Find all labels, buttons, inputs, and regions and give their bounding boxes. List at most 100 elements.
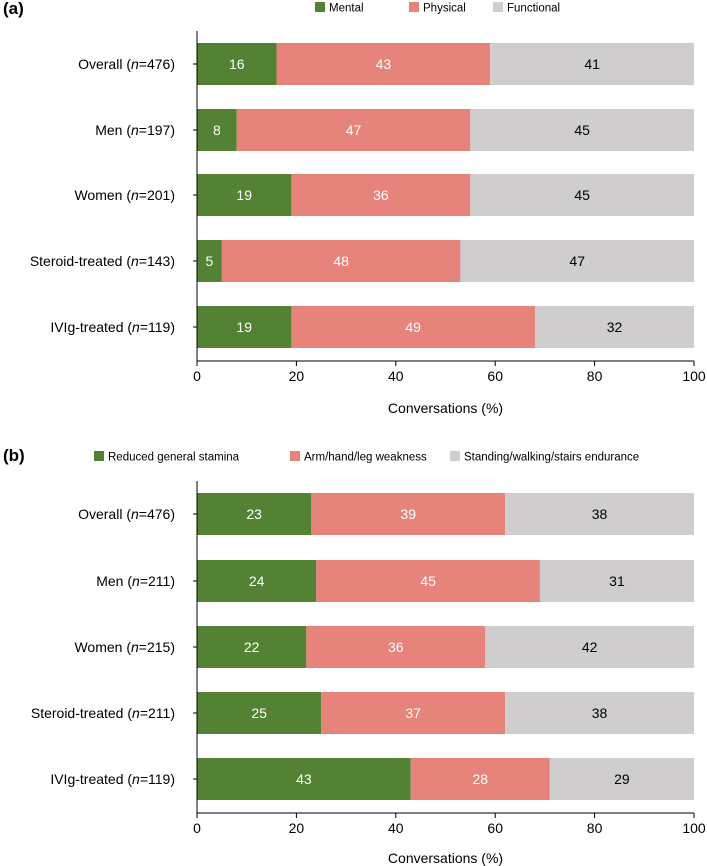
- n-value: =119): [140, 319, 175, 335]
- legend-label: Standing/walking/stairs endurance: [464, 452, 639, 464]
- chart-panel-0: (a) Mental Physical Functional 16 43 41 Overall…: [3, 0, 706, 416]
- n-value: =476): [139, 56, 175, 72]
- bar-row: 5 48 47: [197, 240, 694, 282]
- n-value: =211): [140, 573, 175, 589]
- category-label: Steroid-treated (n=143): [30, 253, 175, 269]
- category-label: Men (n=197): [95, 122, 175, 138]
- legend-swatch: [315, 2, 325, 12]
- bar-row: 19 49 32: [197, 306, 694, 348]
- category-label: Women (n=201): [74, 187, 175, 203]
- n-symbol: n: [132, 573, 140, 589]
- data-label: 28: [473, 771, 489, 787]
- data-label: 22: [244, 639, 260, 655]
- x-tick-label: 100: [682, 820, 706, 836]
- category-name: IVIg-treated (: [50, 319, 132, 335]
- x-tick-label: 80: [587, 368, 603, 384]
- n-value: =211): [140, 705, 175, 721]
- data-label: 36: [373, 187, 389, 203]
- bar-segment: [197, 174, 292, 216]
- data-label: 31: [609, 573, 625, 589]
- bar-segment: [197, 758, 411, 800]
- category-name: Overall (: [78, 56, 131, 72]
- data-label: 47: [346, 122, 362, 138]
- category-name: Steroid-treated (: [31, 705, 132, 721]
- data-label: 49: [405, 319, 421, 335]
- data-label: 38: [592, 705, 608, 721]
- category-name: Women (: [74, 639, 131, 655]
- legend: Mental Physical Functional: [315, 2, 560, 15]
- bar-segment: [539, 560, 694, 602]
- n-symbol: n: [131, 639, 139, 655]
- bar-segment: [197, 560, 317, 602]
- n-symbol: n: [132, 771, 140, 787]
- legend-label: Functional: [507, 3, 560, 15]
- data-label: 47: [569, 253, 585, 269]
- category-label: Women (n=215): [74, 639, 175, 655]
- category-label: IVIg-treated (n=119): [50, 771, 175, 787]
- category-label: Overall (n=476): [78, 506, 175, 522]
- bar-segment: [291, 174, 471, 216]
- legend-label: Mental: [329, 3, 364, 15]
- legend-swatch: [290, 451, 300, 461]
- n-symbol: n: [131, 56, 139, 72]
- data-label: 45: [420, 573, 436, 589]
- bar-segment: [470, 174, 694, 216]
- data-label: 25: [251, 705, 267, 721]
- data-label: 19: [236, 319, 252, 335]
- data-label: 32: [607, 319, 623, 335]
- x-tick-label: 60: [487, 368, 503, 384]
- bar-segment: [410, 758, 550, 800]
- n-value: =476): [139, 506, 175, 522]
- data-label: 16: [229, 56, 245, 72]
- data-label: 38: [592, 506, 608, 522]
- n-value: =119): [140, 771, 175, 787]
- bar-row: 43 28 29: [197, 758, 694, 800]
- bar-segment: [197, 626, 307, 668]
- bar-segment: [197, 493, 312, 535]
- legend-swatch: [94, 451, 104, 461]
- data-label: 24: [249, 573, 265, 589]
- category-label: Men (n=211): [96, 573, 175, 589]
- x-tick-label: 100: [682, 368, 706, 384]
- bar-segment: [276, 43, 491, 85]
- x-tick-label: 0: [193, 820, 201, 836]
- data-label: 45: [574, 187, 590, 203]
- x-tick-label: 0: [193, 368, 201, 384]
- bar-row: 24 45 31: [197, 560, 694, 602]
- bar-segment: [221, 240, 461, 282]
- data-label: 37: [405, 705, 421, 721]
- bar-segment: [316, 560, 540, 602]
- category-label: Overall (n=476): [78, 56, 175, 72]
- x-tick-label: 20: [289, 368, 305, 384]
- data-label: 19: [236, 187, 252, 203]
- data-label: 39: [400, 506, 416, 522]
- legend-swatch: [493, 2, 503, 12]
- bar-row: 19 36 45: [197, 174, 694, 216]
- legend-label: Reduced general stamina: [108, 452, 240, 464]
- bar-segment: [490, 43, 694, 85]
- n-value: =201): [139, 187, 175, 203]
- data-label: 41: [584, 56, 600, 72]
- bar-segment: [197, 306, 292, 348]
- chart-panel-1: (b) Reduced general stamina Arm/hand/leg w…: [3, 446, 706, 866]
- data-label: 43: [376, 56, 392, 72]
- legend-swatch: [450, 451, 460, 461]
- bar-segment: [460, 240, 694, 282]
- n-symbol: n: [131, 506, 139, 522]
- bar-segment: [505, 692, 694, 734]
- data-label: 23: [246, 506, 262, 522]
- legend-label: Arm/hand/leg weakness: [304, 452, 427, 464]
- n-value: =143): [139, 253, 175, 269]
- n-symbol: n: [132, 319, 140, 335]
- legend-label: Physical: [423, 3, 466, 15]
- data-label: 29: [614, 771, 630, 787]
- data-label: 43: [296, 771, 312, 787]
- bar-segment: [197, 109, 237, 151]
- bar-segment: [306, 626, 486, 668]
- x-axis-title: Conversations (%): [388, 850, 503, 866]
- category-label: Steroid-treated (n=211): [31, 705, 175, 721]
- bar-row: 16 43 41: [197, 43, 694, 85]
- bar-segment: [197, 692, 322, 734]
- category-name: IVIg-treated (: [50, 771, 132, 787]
- x-tick-label: 40: [388, 368, 404, 384]
